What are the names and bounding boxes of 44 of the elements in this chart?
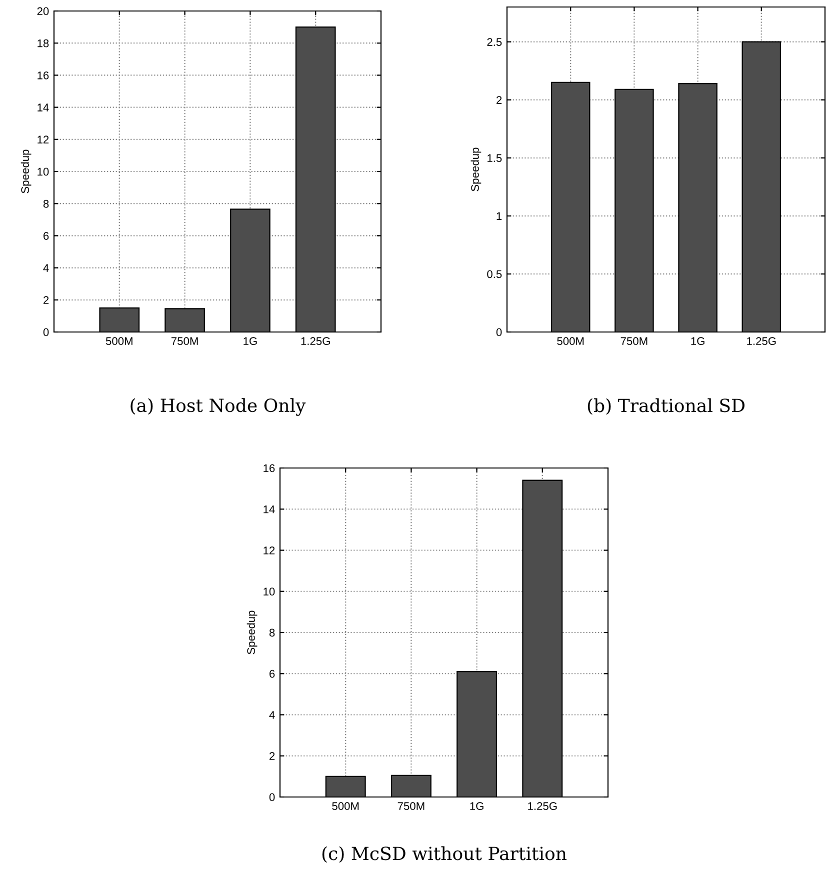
y-tick-label: 0: [496, 328, 502, 336]
x-tick-label: 1.25G: [301, 337, 330, 346]
y-tick-label: 2: [44, 296, 49, 304]
y-tick-label: 1.5: [488, 154, 502, 162]
text: (a) Host Node Only: [130, 398, 306, 416]
y-tick-label: 10: [38, 168, 49, 176]
y-tick-label: 0.5: [487, 270, 502, 278]
y-tick-label: 0: [43, 328, 49, 336]
y-axis-title: Speedup: [20, 150, 32, 194]
x-tick-label: 750M: [620, 337, 648, 346]
x-tick-label: 750M: [398, 802, 424, 810]
text: (c) McSD without Partition: [322, 846, 567, 863]
y-tick-label: 8: [43, 200, 49, 208]
y-tick-label: 8: [269, 628, 275, 637]
x-tick-label: 1G: [244, 337, 257, 346]
y-tick-label: 6: [44, 232, 49, 240]
y-tick-label: 4: [269, 711, 275, 719]
x-tick-label: 1G: [691, 337, 704, 346]
y-tick-label: 2: [270, 752, 275, 760]
y-tick-label: 4: [43, 264, 49, 272]
y-axis-title: Speedup: [246, 610, 258, 654]
y-tick-label: 6: [270, 670, 275, 678]
x-tick-label: 500M: [332, 802, 359, 810]
x-tick-label: 750M: [171, 337, 198, 346]
x-tick-label: 500M: [106, 337, 132, 346]
y-tick-label: 2: [496, 96, 502, 104]
y-tick-label: 12: [264, 546, 275, 554]
y-tick-label: 20: [37, 7, 49, 16]
y-tick-label: 16: [264, 464, 275, 472]
y-tick-label: 14: [38, 104, 49, 112]
x-tick-label: 500M: [557, 337, 584, 346]
y-tick-label: 14: [264, 506, 275, 514]
y-tick-label: 16: [38, 71, 49, 80]
x-tick-label: 1G: [470, 802, 484, 810]
x-tick-label: 1.25G: [747, 337, 776, 346]
y-axis-title: Speedup: [470, 148, 482, 192]
y-tick-label: 12: [38, 136, 49, 144]
y-tick-label: 10: [264, 588, 275, 596]
text: (b) Tradtional SD: [588, 398, 744, 415]
y-tick-label: 18: [38, 39, 49, 48]
y-tick-label: 0: [269, 793, 275, 802]
y-tick-label: 1: [496, 212, 502, 220]
x-tick-label: 1.25G: [528, 802, 557, 810]
y-tick-label: 2.5: [487, 38, 502, 46]
